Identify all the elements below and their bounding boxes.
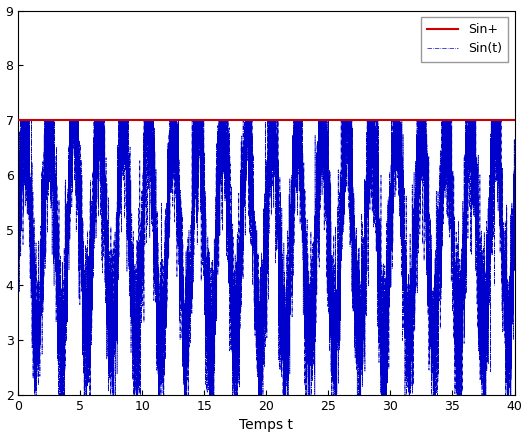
Sin(t) — [511, 136, 517, 141]
Sin(t) — [309, 279, 315, 284]
Line: Sin(t): Sin(t) — [18, 120, 514, 395]
Sin(t) — [40, 240, 46, 246]
Sin(t) — [195, 131, 201, 136]
Sin(t) — [383, 319, 390, 324]
Legend: Sin+, Sin(t): Sin+, Sin(t) — [420, 17, 508, 62]
Sin(t) — [15, 206, 22, 211]
Sin+ — [27, 118, 34, 123]
X-axis label: Temps t: Temps t — [240, 418, 294, 432]
Sin(t) — [331, 292, 337, 297]
Sin(t) — [17, 118, 24, 123]
Sin(t) — [32, 392, 38, 398]
Sin(t) — [410, 358, 416, 364]
Sin+ — [15, 118, 22, 123]
